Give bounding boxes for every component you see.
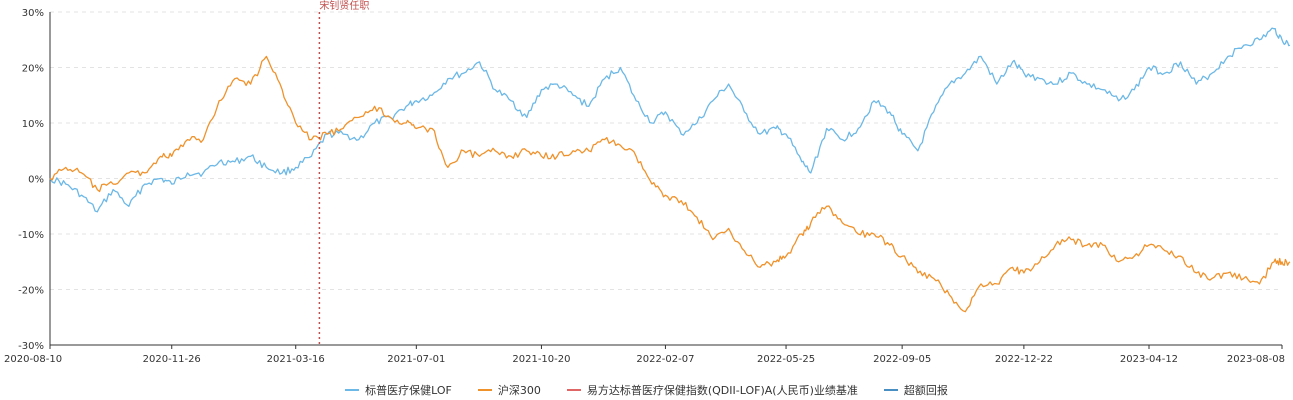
legend-swatch-excess-return [883, 389, 898, 391]
x-tick-label: 2022-09-05 [873, 354, 931, 365]
y-tick-label: 0% [28, 175, 44, 186]
legend-label-benchmark: 易方达标普医疗保健指数(QDII-LOF)A(人民币)业绩基准 [586, 384, 858, 397]
x-tick-label: 2020-11-26 [143, 354, 201, 365]
x-tick-label: 2023-08-08 [1227, 354, 1285, 365]
series-lines [49, 27, 1291, 313]
x-tick-label: 2021-10-20 [512, 354, 570, 365]
x-tick-label: 2020-08-10 [4, 354, 62, 365]
y-tick-label: -20% [18, 286, 44, 297]
legend-label-csi300: 沪深300 [497, 384, 541, 397]
y-tick-label: -10% [18, 230, 44, 241]
x-tick-label: 2023-04-12 [1120, 354, 1178, 365]
y-tick-label: 30% [22, 8, 44, 19]
legend-item-fund[interactable]: 标普医疗保健LOF [345, 382, 452, 398]
legend-label-fund: 标普医疗保健LOF [365, 384, 452, 397]
legend-item-csi300[interactable]: 沪深300 [477, 382, 541, 398]
legend-swatch-csi300 [477, 389, 492, 391]
x-tick-label: 2022-02-07 [636, 354, 694, 365]
series-line [49, 55, 1291, 313]
x-tick-label: 2021-07-01 [387, 354, 445, 365]
y-tick-label: -30% [18, 341, 44, 352]
x-tick-label: 2022-05-25 [757, 354, 815, 365]
annotation: 宋钊贤任职 [318, 0, 369, 345]
x-tick-label: 2021-03-16 [267, 354, 325, 365]
annotation-label: 宋钊贤任职 [319, 0, 369, 12]
x-tick-label: 2022-12-22 [995, 354, 1053, 365]
grid-lines [50, 11, 1282, 290]
legend-item-benchmark[interactable]: 易方达标普医疗保健指数(QDII-LOF)A(人民币)业绩基准 [566, 382, 858, 398]
legend-item-excess-return[interactable]: 超额回报 [883, 382, 948, 398]
y-tick-label: 20% [22, 64, 44, 75]
y-tick-label: 10% [22, 119, 44, 130]
legend-swatch-fund [345, 389, 360, 391]
legend-label-excess-return: 超额回报 [903, 384, 948, 397]
axes: 30% 20% 10% 0% -10% -20% -30% 2020-08-10 2020-11… [4, 8, 1285, 365]
legend-swatch-benchmark [566, 389, 581, 391]
legend: 标普医疗保健LOF 沪深300 易方达标普医疗保健指数(QDII-LOF)A(人… [0, 380, 1293, 400]
line-chart: 30% 20% 10% 0% -10% -20% -30% 2020-08-10 2020-11… [4, 0, 1291, 365]
series-line [49, 27, 1291, 213]
